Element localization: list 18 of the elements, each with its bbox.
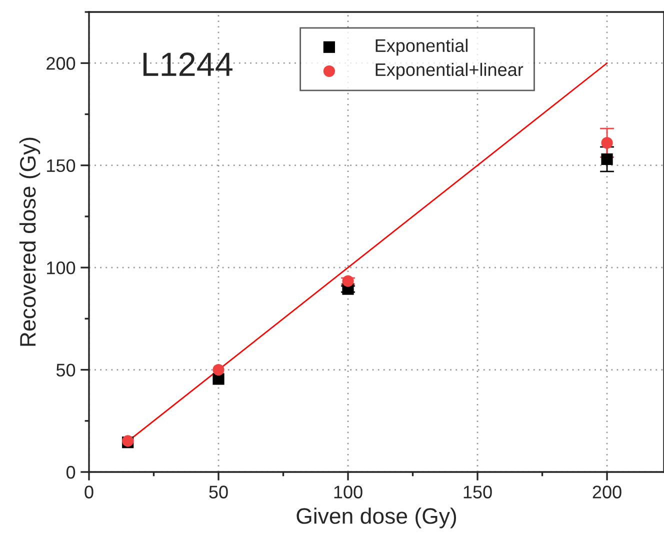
point xyxy=(601,137,613,149)
annotation: L1244 xyxy=(143,52,232,76)
y-tick-label: 0 xyxy=(66,466,76,479)
x-tick-label: 150 xyxy=(464,486,492,498)
y-tick-label: 150 xyxy=(47,159,76,172)
x-tick-label: 100 xyxy=(334,486,362,498)
y-axis-title: Recovered dose (Gy) xyxy=(19,138,40,346)
y-tick-label: 100 xyxy=(47,261,76,274)
point xyxy=(601,153,613,166)
x-tick-label: 200 xyxy=(592,486,622,498)
x-tick-label: 0 xyxy=(84,486,94,498)
y-tick-label: 200 xyxy=(46,57,76,70)
legend-label: Exponential+linear xyxy=(376,62,524,80)
x-tick-label: 50 xyxy=(209,486,228,498)
x-axis-title: Given dose (Gy) xyxy=(296,508,456,528)
y-tick-label: 50 xyxy=(56,364,76,376)
point xyxy=(212,364,224,376)
legend-label: Exponential xyxy=(376,38,468,56)
